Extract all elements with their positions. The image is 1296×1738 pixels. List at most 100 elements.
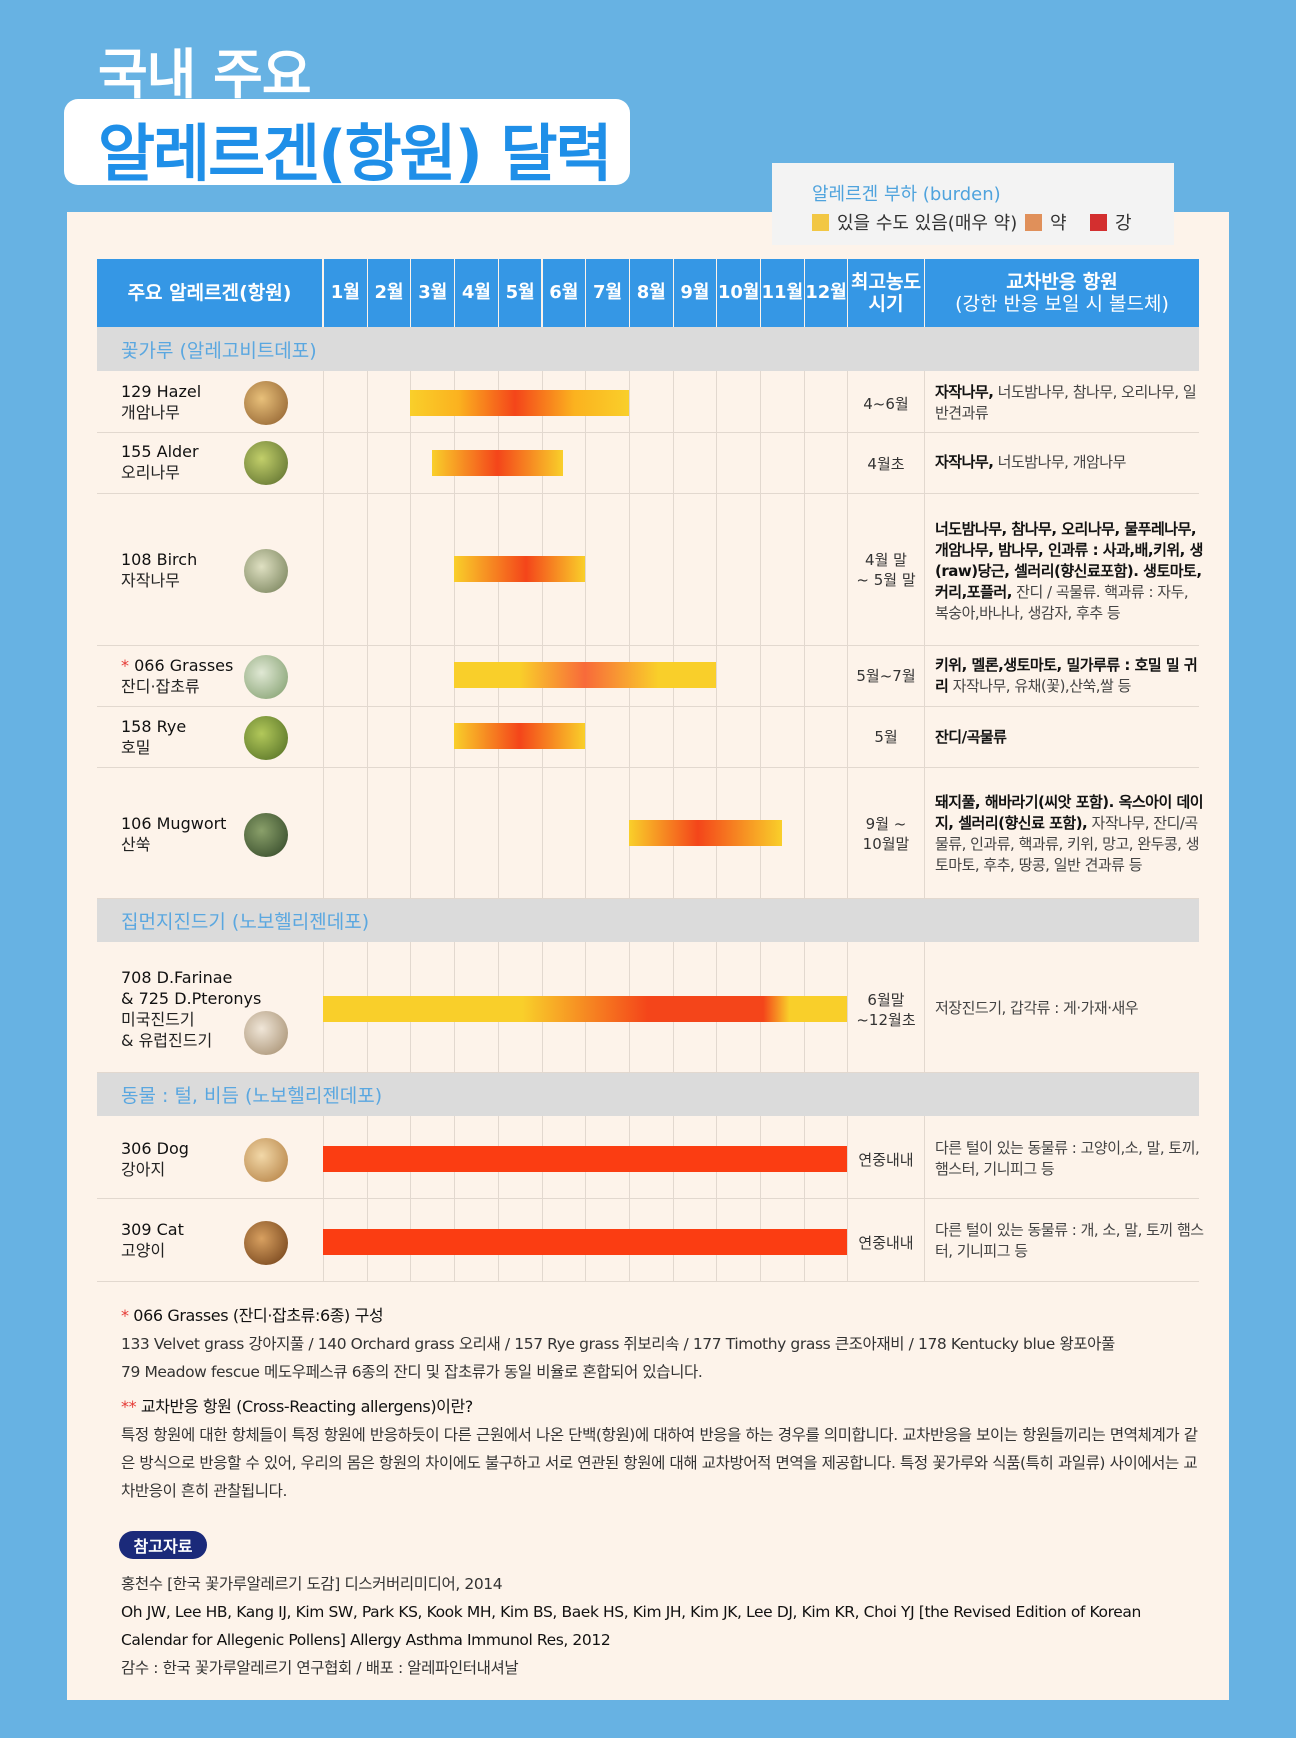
grid-vline: [367, 767, 368, 898]
grid-vline: [323, 706, 324, 767]
header-cross: 교차반응 항원 (강한 반응 보일 시 볼드체): [925, 259, 1199, 327]
grid-vline: [847, 493, 848, 645]
grid-vline: [367, 645, 368, 706]
grid-vline: [323, 767, 324, 898]
grid-vline: [629, 371, 630, 432]
allergen-name-birch: 108 Birch 자작나무: [121, 550, 198, 590]
allergen-name-dog: 306 Dog 강아지: [121, 1139, 189, 1179]
grid-vline: [367, 432, 368, 493]
grid-vline: [585, 432, 586, 493]
grid-vline: [716, 706, 717, 767]
grid-vline: [410, 767, 411, 898]
grid-vline: [585, 493, 586, 645]
grid-vline: [760, 432, 761, 493]
peak-mite: 6월말 ~12월초: [856, 991, 916, 1029]
grid-vline: [804, 371, 805, 432]
grid-vline: [924, 1198, 925, 1281]
references-list: 홍천수 [한국 꽃가루알레르기 도감] 디스커버리미디어, 2014 Oh JW…: [121, 1575, 1141, 1677]
grid-vline: [367, 371, 368, 432]
cross-cat: 다른 털이 있는 동물류 : 개, 소, 말, 토끼 햄스터, 기니피그 등: [935, 1221, 1204, 1260]
grid-vline: [847, 645, 848, 706]
title-line1: 국내 주요: [98, 43, 312, 106]
month-header-12: 12월: [804, 259, 848, 327]
grid-vline: [924, 1116, 925, 1198]
legend-item-strong: 강: [1090, 209, 1132, 235]
grid-vline: [760, 706, 761, 767]
month-header-2: 2월: [367, 259, 411, 327]
bar-mite: [323, 996, 848, 1022]
cross-birch: 너도밤나무, 참나무, 오리나무, 물푸레나무, 개암나무, 밤나무, 인과류 …: [935, 520, 1203, 622]
grasses-photo: [244, 655, 288, 699]
allergen-name-alder: 155 Alder 오리나무: [121, 442, 199, 482]
peak-grasses: 5월~7월: [856, 667, 916, 685]
grid-vline: [323, 432, 324, 493]
grid-vline: [673, 371, 674, 432]
grid-vline: [847, 706, 848, 767]
grid-vline: [760, 371, 761, 432]
peak-alder: 4월초: [867, 455, 905, 473]
grid-vline: [924, 706, 925, 767]
legend-item-mild: 약: [1025, 209, 1067, 235]
grid-vline: [410, 706, 411, 767]
grid-vline: [542, 767, 543, 898]
month-header-4: 4월: [455, 259, 498, 327]
grid-vline: [410, 432, 411, 493]
bar-grasses: [454, 662, 717, 688]
grid-hline: [97, 898, 1199, 899]
cat-photo: [244, 1221, 288, 1265]
notes-grasses: * 066 Grasses (잔디·잡초류:6종) 구성 133 Velvet …: [121, 1306, 1115, 1381]
cross-dog: 다른 털이 있는 동물류 : 고양이,소, 말, 토끼, 햄스터, 기니피그 등: [935, 1139, 1200, 1178]
allergen-name-mugwort: 106 Mugwort 산쑥: [121, 814, 227, 854]
references-badge: 참고자료: [119, 1531, 207, 1559]
bar-alder: [432, 450, 564, 476]
peak-rye: 5월: [874, 728, 898, 746]
grid-vline: [847, 432, 848, 493]
grid-vline: [924, 767, 925, 898]
cross-hazel: 자작나무, 너도밤나무, 참나무, 오리나무, 일반견과류: [935, 383, 1197, 422]
allergen-name-mite: 708 D.Farinae & 725 D.Pteronys 미국진드기 & 유럽진드…: [121, 968, 262, 1050]
alder-photo: [244, 441, 288, 485]
grid-vline: [323, 371, 324, 432]
mugwort-photo: [244, 813, 288, 857]
bar-birch: [454, 556, 586, 582]
peak-cat: 연중내내: [858, 1234, 914, 1252]
grid-hline: [97, 645, 1199, 646]
allergen-name-rye: 158 Rye 호밀: [121, 717, 187, 757]
grid-vline: [760, 645, 761, 706]
peak-dog: 연중내내: [858, 1151, 914, 1169]
grid-vline: [716, 493, 717, 645]
grid-vline: [673, 706, 674, 767]
title-box: [64, 99, 630, 185]
dog-photo: [244, 1138, 288, 1182]
grid-vline: [629, 432, 630, 493]
allergen-name-cat: 309 Cat 고양이: [121, 1220, 184, 1260]
grid-vline: [716, 432, 717, 493]
grid-vline: [924, 432, 925, 493]
hazel-photo: [244, 381, 288, 425]
month-header-11: 11월: [761, 259, 804, 327]
month-header-9: 9월: [673, 259, 717, 327]
bar-dog: [323, 1146, 848, 1172]
grid-vline: [804, 706, 805, 767]
grid-vline: [760, 493, 761, 645]
month-header-7: 7월: [586, 259, 629, 327]
grid-vline: [847, 1198, 848, 1281]
month-header-6: 6월: [542, 259, 586, 327]
peak-birch: 4월 말 ~ 5월 말: [856, 551, 916, 589]
grid-vline: [454, 767, 455, 898]
grid-vline: [323, 645, 324, 706]
grid-hline: [97, 706, 1199, 707]
section-mite: 집먼지진드기 (노보헬리젠데포): [97, 898, 1199, 942]
legend-title: 알레르겐 부하 (burden): [812, 184, 1001, 205]
grid-vline: [673, 493, 674, 645]
peak-hazel: 4~6월: [863, 395, 909, 413]
legend: 알레르겐 부하 (burden) 있을 수도 있음(매우 약) 약 강: [772, 163, 1174, 245]
grid-vline: [410, 493, 411, 645]
grid-hline: [97, 1198, 1199, 1199]
title-line2: 알레르겐(항원) 달력: [98, 117, 613, 190]
grid-vline: [924, 371, 925, 432]
grid-vline: [804, 645, 805, 706]
allergen-name-grasses: * 066 Grasses 잔디·잡초류: [121, 656, 234, 696]
grid-vline: [629, 706, 630, 767]
grid-vline: [498, 767, 499, 898]
